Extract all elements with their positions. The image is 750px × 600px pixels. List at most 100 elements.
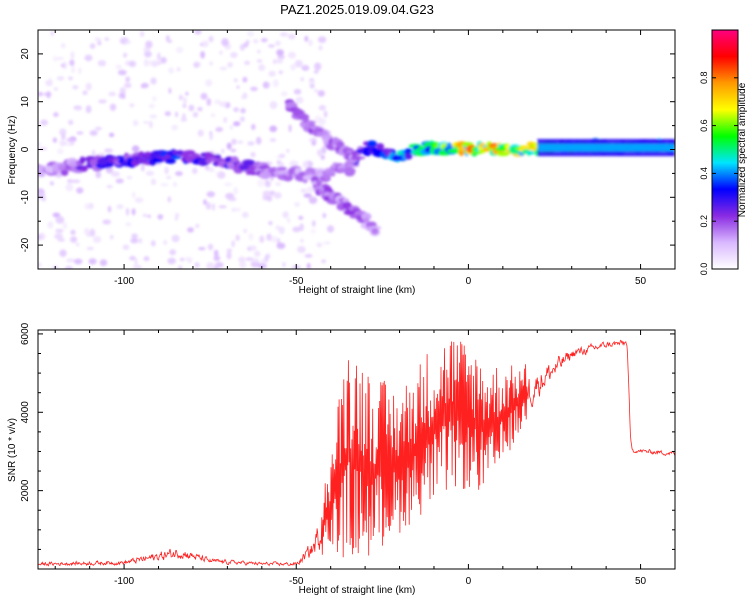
noise-blob <box>326 225 335 233</box>
noise-blob <box>117 69 127 76</box>
noise-blob <box>182 103 187 108</box>
noise-blob <box>64 265 73 269</box>
noise-blob <box>308 39 313 47</box>
noise-blob <box>57 238 66 242</box>
lower-branch-blob <box>342 198 348 203</box>
noise-blob <box>233 207 241 212</box>
noise-blob <box>52 55 58 62</box>
noise-blob <box>268 221 273 226</box>
noise-blob <box>108 132 115 138</box>
noise-blob <box>226 248 232 253</box>
main-ridge-blob <box>344 167 356 176</box>
noise-blob <box>219 66 228 71</box>
noise-blob <box>71 65 76 74</box>
noise-blob <box>321 146 327 154</box>
noise-blob <box>116 204 124 210</box>
noise-blob <box>245 39 250 45</box>
noise-blob <box>74 106 83 112</box>
upper-branch-blob <box>350 156 362 161</box>
noise-blob <box>168 67 175 74</box>
snr-y-label: SNR (10 * v/v) <box>7 418 18 482</box>
noise-blob <box>243 228 247 234</box>
noise-blob <box>206 191 216 198</box>
noise-blob <box>286 149 290 153</box>
noise-blob <box>56 76 65 81</box>
noise-blob <box>269 138 277 142</box>
noise-blob <box>132 119 139 127</box>
noise-blob <box>131 191 136 199</box>
noise-blob <box>174 217 178 221</box>
noise-blob <box>104 148 113 153</box>
noise-blob <box>167 257 176 265</box>
noise-blob <box>61 43 66 49</box>
noise-blob <box>233 78 238 83</box>
upper-branch-blob <box>314 127 325 132</box>
noise-blob <box>48 77 52 84</box>
noise-blob <box>252 257 259 263</box>
noise-blob <box>314 62 322 71</box>
noise-blob <box>78 67 82 75</box>
noise-blob <box>313 70 319 74</box>
noise-blob <box>276 58 283 64</box>
noise-blob <box>282 262 286 267</box>
noise-blob <box>147 214 151 218</box>
noise-blob <box>171 234 180 243</box>
noise-blob <box>55 216 65 224</box>
noise-blob <box>254 250 261 257</box>
noise-blob <box>233 107 240 113</box>
noise-blob <box>110 171 120 177</box>
noise-blob <box>41 196 47 202</box>
noise-blob <box>215 127 224 132</box>
noise-blob <box>38 91 43 97</box>
noise-blob <box>187 227 194 233</box>
noise-blob <box>172 181 178 187</box>
noise-blob <box>109 103 117 112</box>
noise-blob <box>124 82 132 89</box>
noise-blob <box>213 266 219 269</box>
noise-blob <box>56 57 65 60</box>
noise-blob <box>141 163 145 172</box>
noise-blob <box>211 203 216 211</box>
colorbar-tick-label: 0.0 <box>699 263 709 276</box>
noise-blob <box>62 222 68 230</box>
x-tick-label: 50 <box>635 576 647 587</box>
noise-blob <box>276 160 281 165</box>
main-ridge-blob <box>80 167 88 172</box>
noise-blob <box>317 90 325 97</box>
noise-blob <box>226 142 232 150</box>
noise-blob <box>210 113 216 118</box>
y-tick-label: 6000 <box>20 322 31 345</box>
noise-blob <box>50 31 54 36</box>
x-tick-label: 50 <box>635 276 647 287</box>
noise-blob <box>300 77 305 82</box>
noise-blob <box>300 188 307 193</box>
main-ridge-blob <box>225 157 233 163</box>
noise-blob <box>160 57 167 64</box>
noise-blob <box>86 232 91 237</box>
noise-blob <box>89 228 96 237</box>
noise-blob <box>164 166 169 175</box>
noise-blob <box>84 203 92 210</box>
noise-blob <box>238 256 246 263</box>
noise-blob <box>115 64 122 70</box>
noise-blob <box>251 123 256 131</box>
noise-blob <box>256 59 263 63</box>
noise-blob <box>242 92 248 100</box>
noise-blob <box>192 167 198 174</box>
noise-blob <box>195 223 200 229</box>
noise-blob <box>282 211 289 219</box>
noise-blob <box>183 97 187 105</box>
noise-blob <box>288 124 292 133</box>
noise-blob <box>248 233 254 241</box>
spectrogram-y-label: Frequency (Hz) <box>7 116 18 185</box>
noise-blob <box>119 87 126 95</box>
noise-blob <box>54 233 63 240</box>
noise-blob <box>89 43 96 49</box>
noise-blob <box>176 67 181 72</box>
noise-blob <box>47 221 54 229</box>
noise-blob <box>269 125 278 133</box>
noise-blob <box>94 126 102 131</box>
noise-blob <box>227 197 237 202</box>
noise-blob <box>323 241 331 245</box>
noise-blob <box>227 62 234 68</box>
